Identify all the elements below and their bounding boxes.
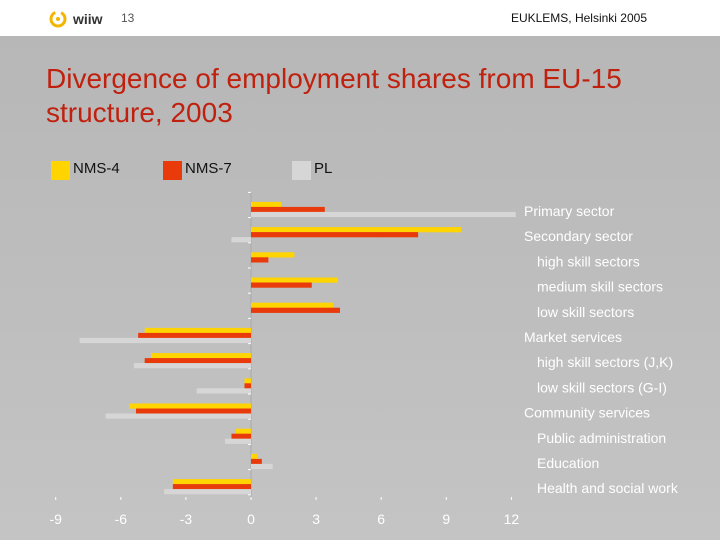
wiiw-logo-icon	[49, 10, 67, 28]
logo-text: wiiw	[73, 11, 103, 27]
bar-pl-6	[133, 363, 251, 369]
legend-swatch-nms7	[163, 161, 182, 180]
bar-nms4-10	[251, 453, 258, 460]
bar-nms7-7	[244, 383, 251, 389]
category-label: Public administration	[537, 430, 666, 446]
x-tick-label: -6	[115, 511, 128, 527]
category-label: Market services	[524, 329, 622, 345]
category-label: Secondary sector	[524, 228, 633, 244]
bar-nms4-1	[251, 227, 462, 233]
page-number: 13	[121, 11, 135, 25]
bar-pl-0	[251, 211, 516, 218]
bar-nms7-0	[251, 206, 325, 213]
bar-nms4-2	[251, 252, 295, 258]
x-tick-label: 3	[312, 511, 320, 527]
bar-nms4-7	[244, 378, 251, 384]
category-label: high skill sectors (J,K)	[537, 354, 673, 370]
header-bar: wiiw 13 EUKLEMS, Helsinki 2005	[0, 0, 720, 36]
category-label: high skill sectors	[537, 253, 640, 269]
bar-nms7-10	[251, 458, 262, 465]
conference-label: EUKLEMS, Helsinki 2005	[510, 11, 647, 25]
category-label: Health and social work	[537, 480, 679, 496]
legend-label-nms4: NMS-4	[73, 160, 120, 177]
category-label: medium skill sectors	[537, 279, 663, 295]
category-label: low skill sectors	[537, 304, 634, 320]
bar-pl-10	[251, 463, 273, 470]
x-tick-label: 9	[442, 511, 450, 527]
bar-nms4-4	[251, 302, 334, 308]
bar-pl-8	[105, 413, 251, 419]
bar-nms4-11	[172, 479, 251, 485]
category-label: Community services	[524, 405, 650, 421]
slide-title: Divergence of employment shares from EU-…	[46, 63, 622, 128]
bar-pl-7	[196, 388, 251, 394]
category-label: low skill sectors (G-I)	[537, 379, 667, 395]
x-tick-label: 12	[504, 511, 520, 527]
bar-nms7-3	[251, 282, 312, 288]
legend-label-pl: PL	[314, 160, 333, 177]
bar-nms4-3	[251, 277, 338, 283]
bar-nms7-5	[138, 332, 251, 339]
x-tick-label: 0	[247, 511, 255, 527]
bar-nms4-6	[151, 353, 251, 359]
bar-nms7-1	[251, 232, 419, 238]
x-tick-label: -9	[49, 511, 62, 527]
bar-nms4-8	[129, 403, 251, 409]
bar-nms7-6	[144, 358, 251, 364]
legend-swatch-nms4	[51, 161, 70, 180]
bar-nms4-0	[251, 201, 282, 208]
bar-nms4-9	[235, 428, 251, 434]
legend-label-nms7: NMS-7	[185, 160, 232, 177]
category-label: Primary sector	[524, 203, 615, 219]
bar-nms4-5	[144, 327, 251, 334]
bar-nms7-2	[251, 257, 269, 263]
bar-pl-1	[231, 237, 251, 243]
bar-nms7-4	[251, 307, 340, 313]
category-label: Education	[537, 455, 599, 471]
bar-pl-11	[164, 489, 251, 495]
legend-swatch-pl	[292, 161, 311, 180]
bar-pl-9	[224, 438, 251, 444]
bar-nms7-9	[231, 433, 251, 439]
x-tick-label: -3	[180, 511, 193, 527]
bar-nms7-11	[172, 484, 251, 490]
x-tick-label: 6	[377, 511, 385, 527]
bar-nms7-8	[135, 408, 251, 414]
bar-pl-5	[79, 337, 251, 344]
